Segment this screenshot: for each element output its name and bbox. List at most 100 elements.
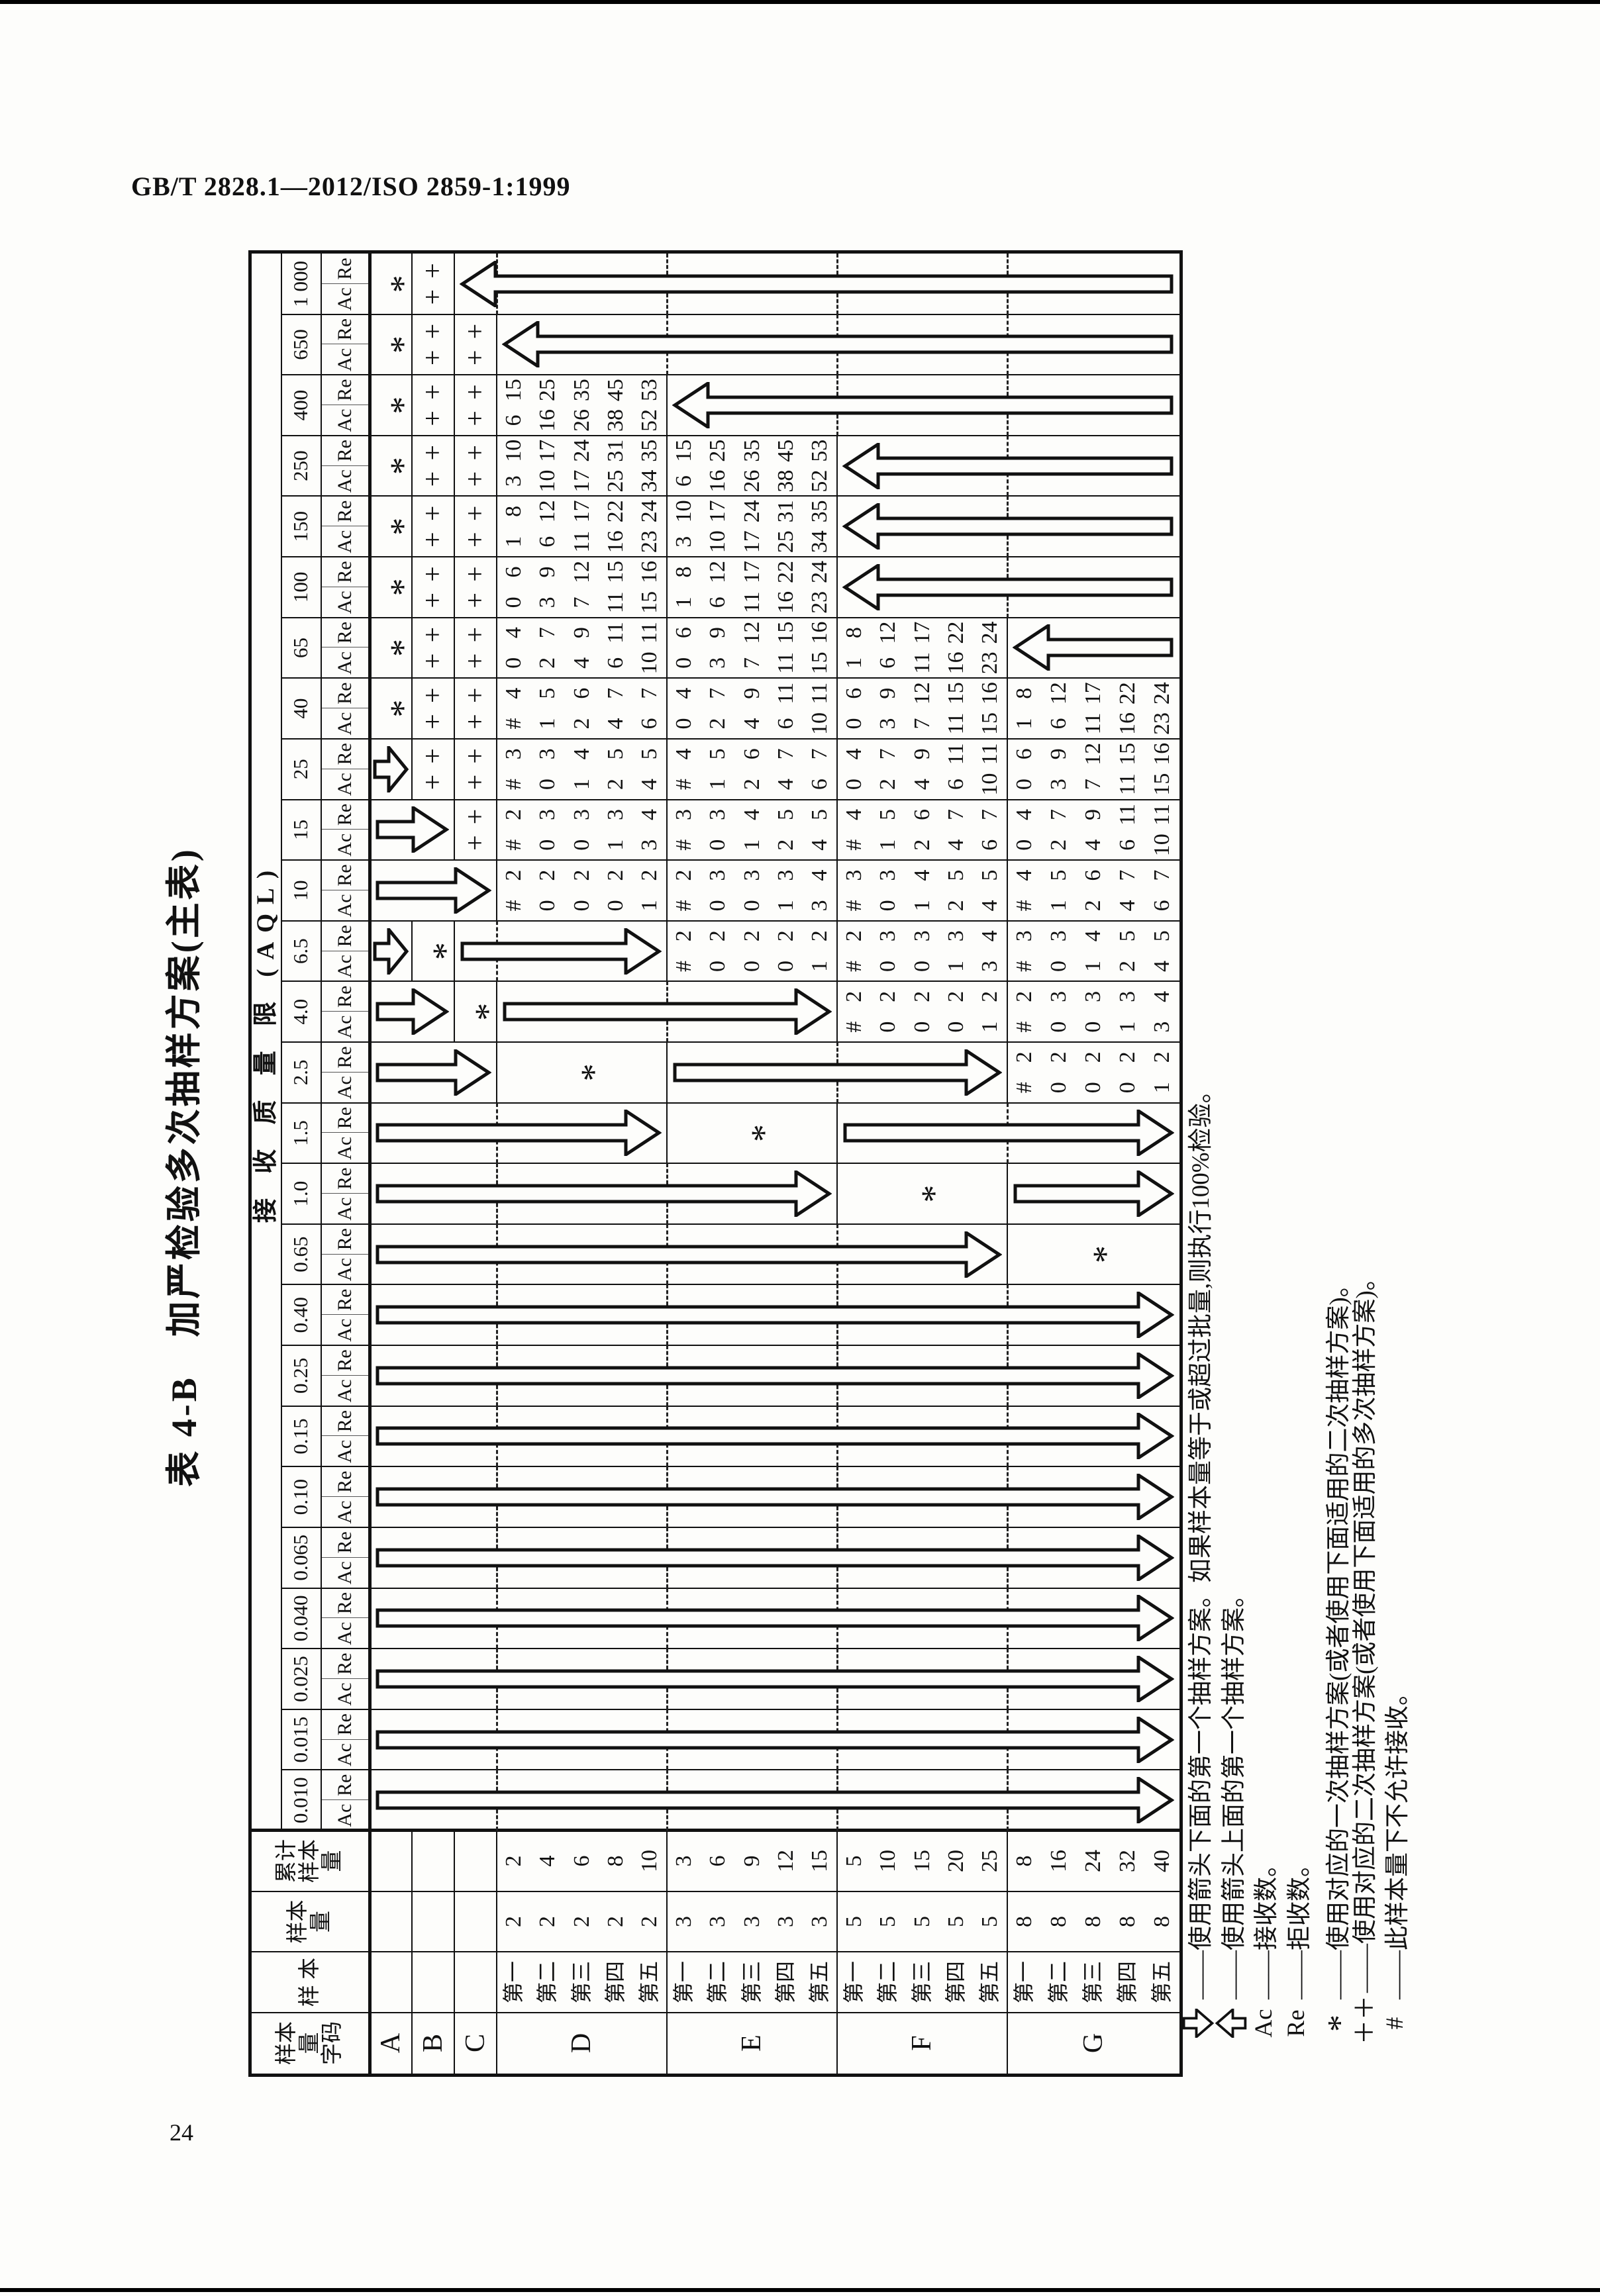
- ac-value: #: [1012, 900, 1037, 912]
- re-label: Re: [333, 1410, 356, 1433]
- ac-value: 3: [705, 657, 730, 669]
- sample-ordinal: 第三: [569, 1961, 593, 2004]
- re-value: 11: [1115, 804, 1140, 826]
- re-value: 4: [569, 748, 594, 760]
- re-value: 6: [1012, 748, 1037, 760]
- ac-label: Ac: [333, 1258, 356, 1282]
- ac-label: Ac: [333, 1136, 356, 1160]
- ac-value: 0: [1081, 1021, 1106, 1033]
- ac-label: Ac: [333, 712, 356, 736]
- re-value: 2: [671, 869, 696, 881]
- ac-value: 2: [1046, 839, 1072, 851]
- ac-value: 6: [875, 657, 901, 669]
- code-letter: G: [1077, 2033, 1109, 2054]
- re-value: 9: [909, 748, 934, 760]
- aql-label: 0.010: [289, 1777, 313, 1824]
- re-value: 12: [739, 621, 764, 644]
- down-arrow-icon: [460, 928, 662, 975]
- re-value: 4: [671, 748, 696, 760]
- cumulative-sample-size: 8: [1012, 1855, 1037, 1867]
- down-arrow-icon: [375, 1292, 1174, 1339]
- re-value: 7: [774, 748, 799, 760]
- cumulative-sample-size: 32: [1115, 1850, 1140, 1872]
- re-value: 11: [807, 682, 832, 704]
- ac-value: 16: [1115, 712, 1140, 736]
- re-value: 12: [535, 500, 560, 523]
- ac-value: 1: [637, 900, 662, 912]
- ac-value: 10: [807, 712, 832, 736]
- cumulative-sample-size: 24: [1081, 1850, 1106, 1872]
- grid-line: [281, 1587, 1179, 1589]
- ac-value: 6: [671, 475, 696, 487]
- re-label: Re: [333, 1228, 356, 1251]
- ac-value: #: [1012, 1021, 1037, 1033]
- ac-label: Ac: [333, 1743, 356, 1766]
- ac-value: 23: [977, 651, 1003, 675]
- sample-ordinal: 第四: [1115, 1961, 1140, 2004]
- sample-size: 8: [1081, 1916, 1106, 1927]
- legend-symbol: Ac: [1250, 2009, 1277, 2038]
- sample-ordinal: 第五: [807, 1961, 832, 2004]
- footnote-text: ——使用箭头上面的第一个抽样方案。: [1220, 1583, 1248, 1999]
- grid-line: [281, 1648, 1179, 1650]
- ac-value: 11: [603, 591, 628, 614]
- re-value: 16: [1150, 742, 1175, 765]
- re-value: 3: [1046, 990, 1072, 1002]
- re-value: 2: [841, 990, 866, 1002]
- re-value: 8: [1012, 687, 1037, 699]
- ac-label: Ac: [333, 469, 356, 493]
- code-letter: D: [566, 2033, 597, 2054]
- re-label: Re: [333, 1713, 356, 1736]
- ac-value: 10: [705, 530, 730, 553]
- down-arrow-icon: [375, 1716, 1174, 1763]
- re-value: 5: [875, 808, 901, 820]
- ac-value: 4: [603, 718, 628, 730]
- re-value: 2: [739, 930, 764, 942]
- aql-label: 6.5: [289, 938, 313, 964]
- down-arrow-icon: [373, 928, 409, 975]
- re-value: 2: [1115, 1051, 1140, 1063]
- footnote-text: ——此样本量下不允许接收。: [1384, 1681, 1411, 1999]
- cumulative-sample-size: 2: [501, 1855, 526, 1867]
- re-value: 3: [535, 808, 560, 820]
- down-arrow-icon: [375, 1049, 491, 1096]
- ac-value: 2: [569, 718, 594, 730]
- re-value: 9: [569, 627, 594, 639]
- sample-size: 5: [977, 1916, 1003, 1927]
- re-value: 3: [705, 808, 730, 820]
- ac-value: 1: [841, 657, 866, 669]
- sample-size: 2: [535, 1916, 560, 1927]
- ac-label: Ac: [333, 1682, 356, 1706]
- ac-value: 7: [569, 597, 594, 608]
- ac-value: 25: [603, 469, 628, 493]
- sample-ordinal: 第二: [705, 1961, 730, 2004]
- re-value: 2: [841, 930, 866, 942]
- footnote-line: ——使用箭头下面的第一个抽样方案。如果样本量等于或超过批量,则执行100%检验。: [1180, 1078, 1216, 2044]
- ac-value: 15: [977, 712, 1003, 736]
- ac-value: 11: [774, 652, 799, 674]
- sample-size: 5: [875, 1916, 901, 1927]
- ac-value: 0: [535, 900, 560, 912]
- grid-line: [281, 1466, 1179, 1468]
- ac-value: 11: [944, 712, 969, 735]
- re-value: 7: [944, 808, 969, 820]
- ac-label: Ac: [333, 1803, 356, 1827]
- ac-value: 1: [1115, 1021, 1140, 1033]
- down-arrow-icon: [373, 745, 409, 792]
- grid-line: [281, 1405, 1179, 1407]
- ac-value: 15: [807, 651, 832, 675]
- re-label: Re: [333, 1349, 356, 1372]
- ac-value: 2: [739, 779, 764, 790]
- double-plan-mark: ++: [460, 798, 491, 851]
- ac-value: #: [841, 961, 866, 972]
- re-value: 11: [944, 743, 969, 765]
- re-label: Re: [333, 1531, 356, 1554]
- re-value: 4: [841, 748, 866, 760]
- ac-value: 6: [1115, 839, 1140, 851]
- up-arrow-icon: [842, 563, 1174, 610]
- re-label: Re: [333, 925, 356, 947]
- re-value: 4: [501, 687, 526, 699]
- aql-label: 0.025: [289, 1656, 313, 1702]
- aql-label: 1 000: [289, 260, 313, 307]
- ac-value: 4: [1150, 961, 1175, 972]
